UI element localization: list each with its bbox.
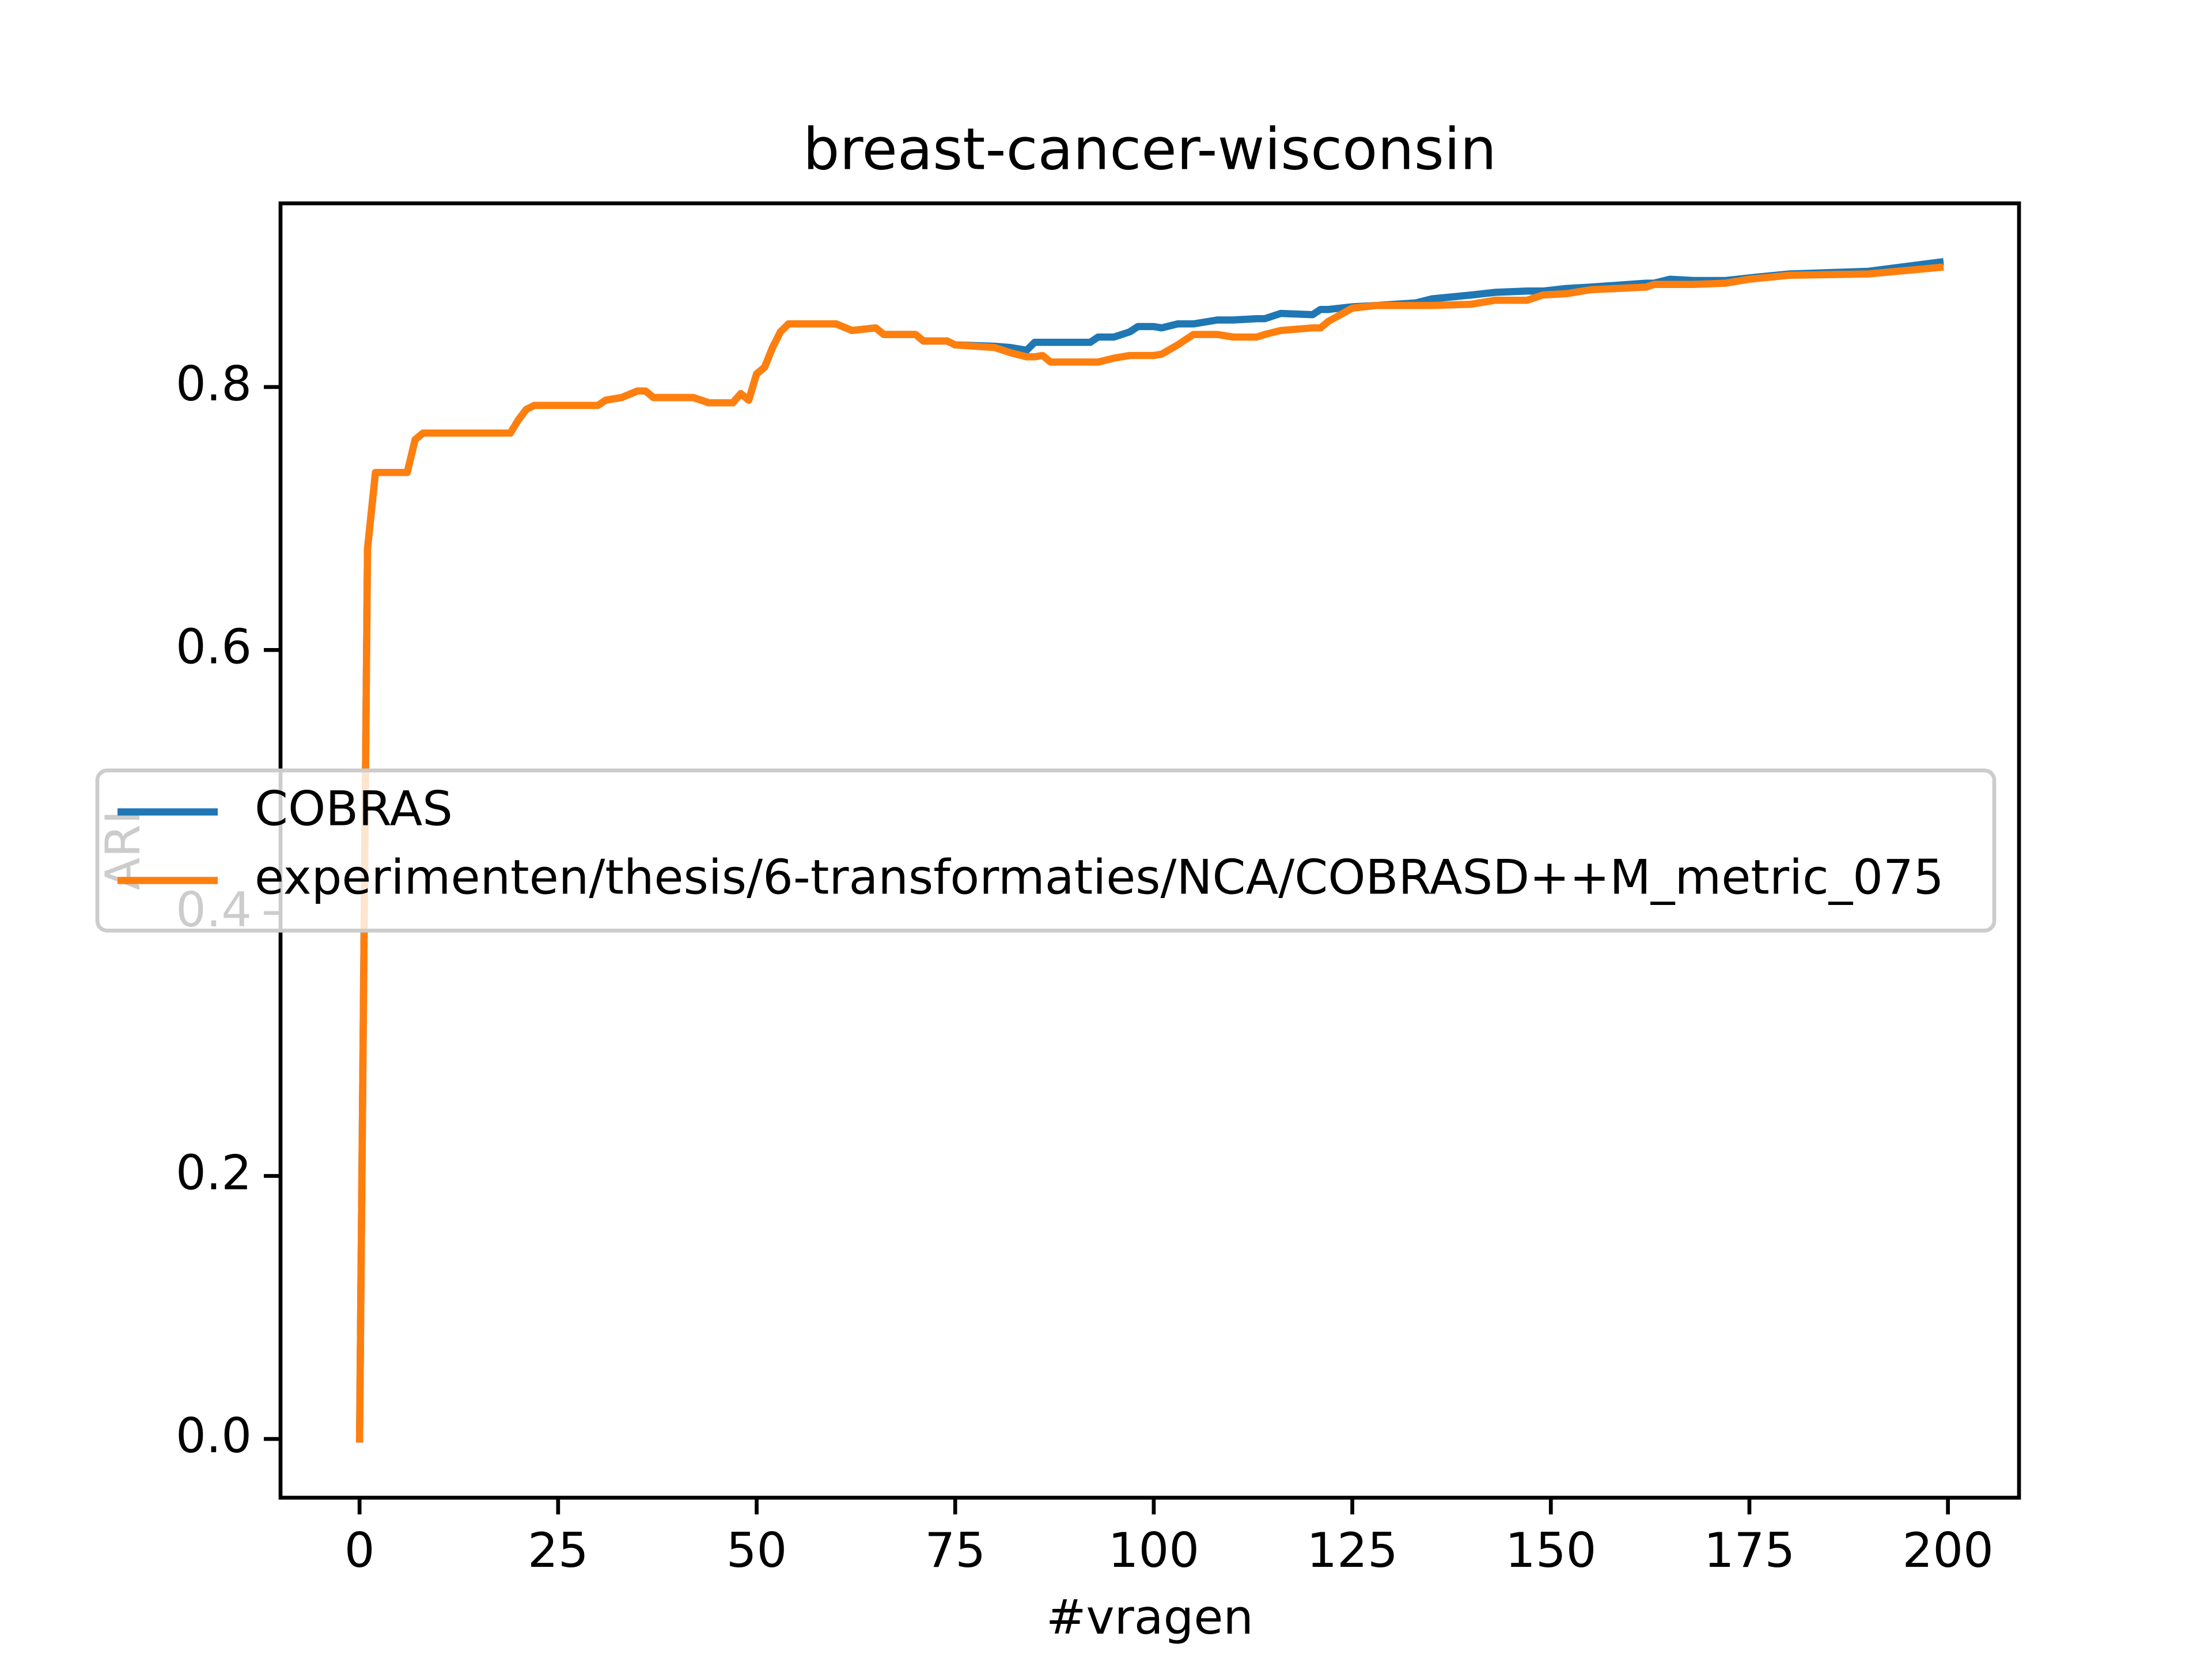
- legend-label: experimenten/thesis/6-transformaties/NCA…: [255, 849, 1944, 905]
- x-tick-label: 50: [726, 1522, 787, 1578]
- x-tick-label: 150: [1505, 1522, 1596, 1578]
- legend-label: COBRAS: [255, 781, 453, 836]
- x-tick-label: 125: [1306, 1522, 1397, 1578]
- x-tick-label: 175: [1704, 1522, 1795, 1578]
- y-tick-label: 0.2: [176, 1145, 252, 1200]
- x-tick-label: 0: [344, 1522, 375, 1578]
- data-line: [355, 263, 1944, 1443]
- legend-box: [95, 768, 1997, 933]
- x-tick-label: 25: [528, 1522, 589, 1578]
- x-tick-label: 100: [1108, 1522, 1199, 1578]
- chart-title: breast-cancer-wisconsin: [803, 115, 1497, 183]
- y-tick-label: 0.6: [176, 619, 252, 675]
- y-tick-label: 0.0: [176, 1408, 252, 1464]
- y-tick-label: 0.8: [176, 356, 252, 412]
- x-tick-label: 200: [1902, 1522, 1993, 1578]
- x-axis-label: #vragen: [1046, 1589, 1253, 1645]
- x-tick-label: 75: [925, 1522, 986, 1578]
